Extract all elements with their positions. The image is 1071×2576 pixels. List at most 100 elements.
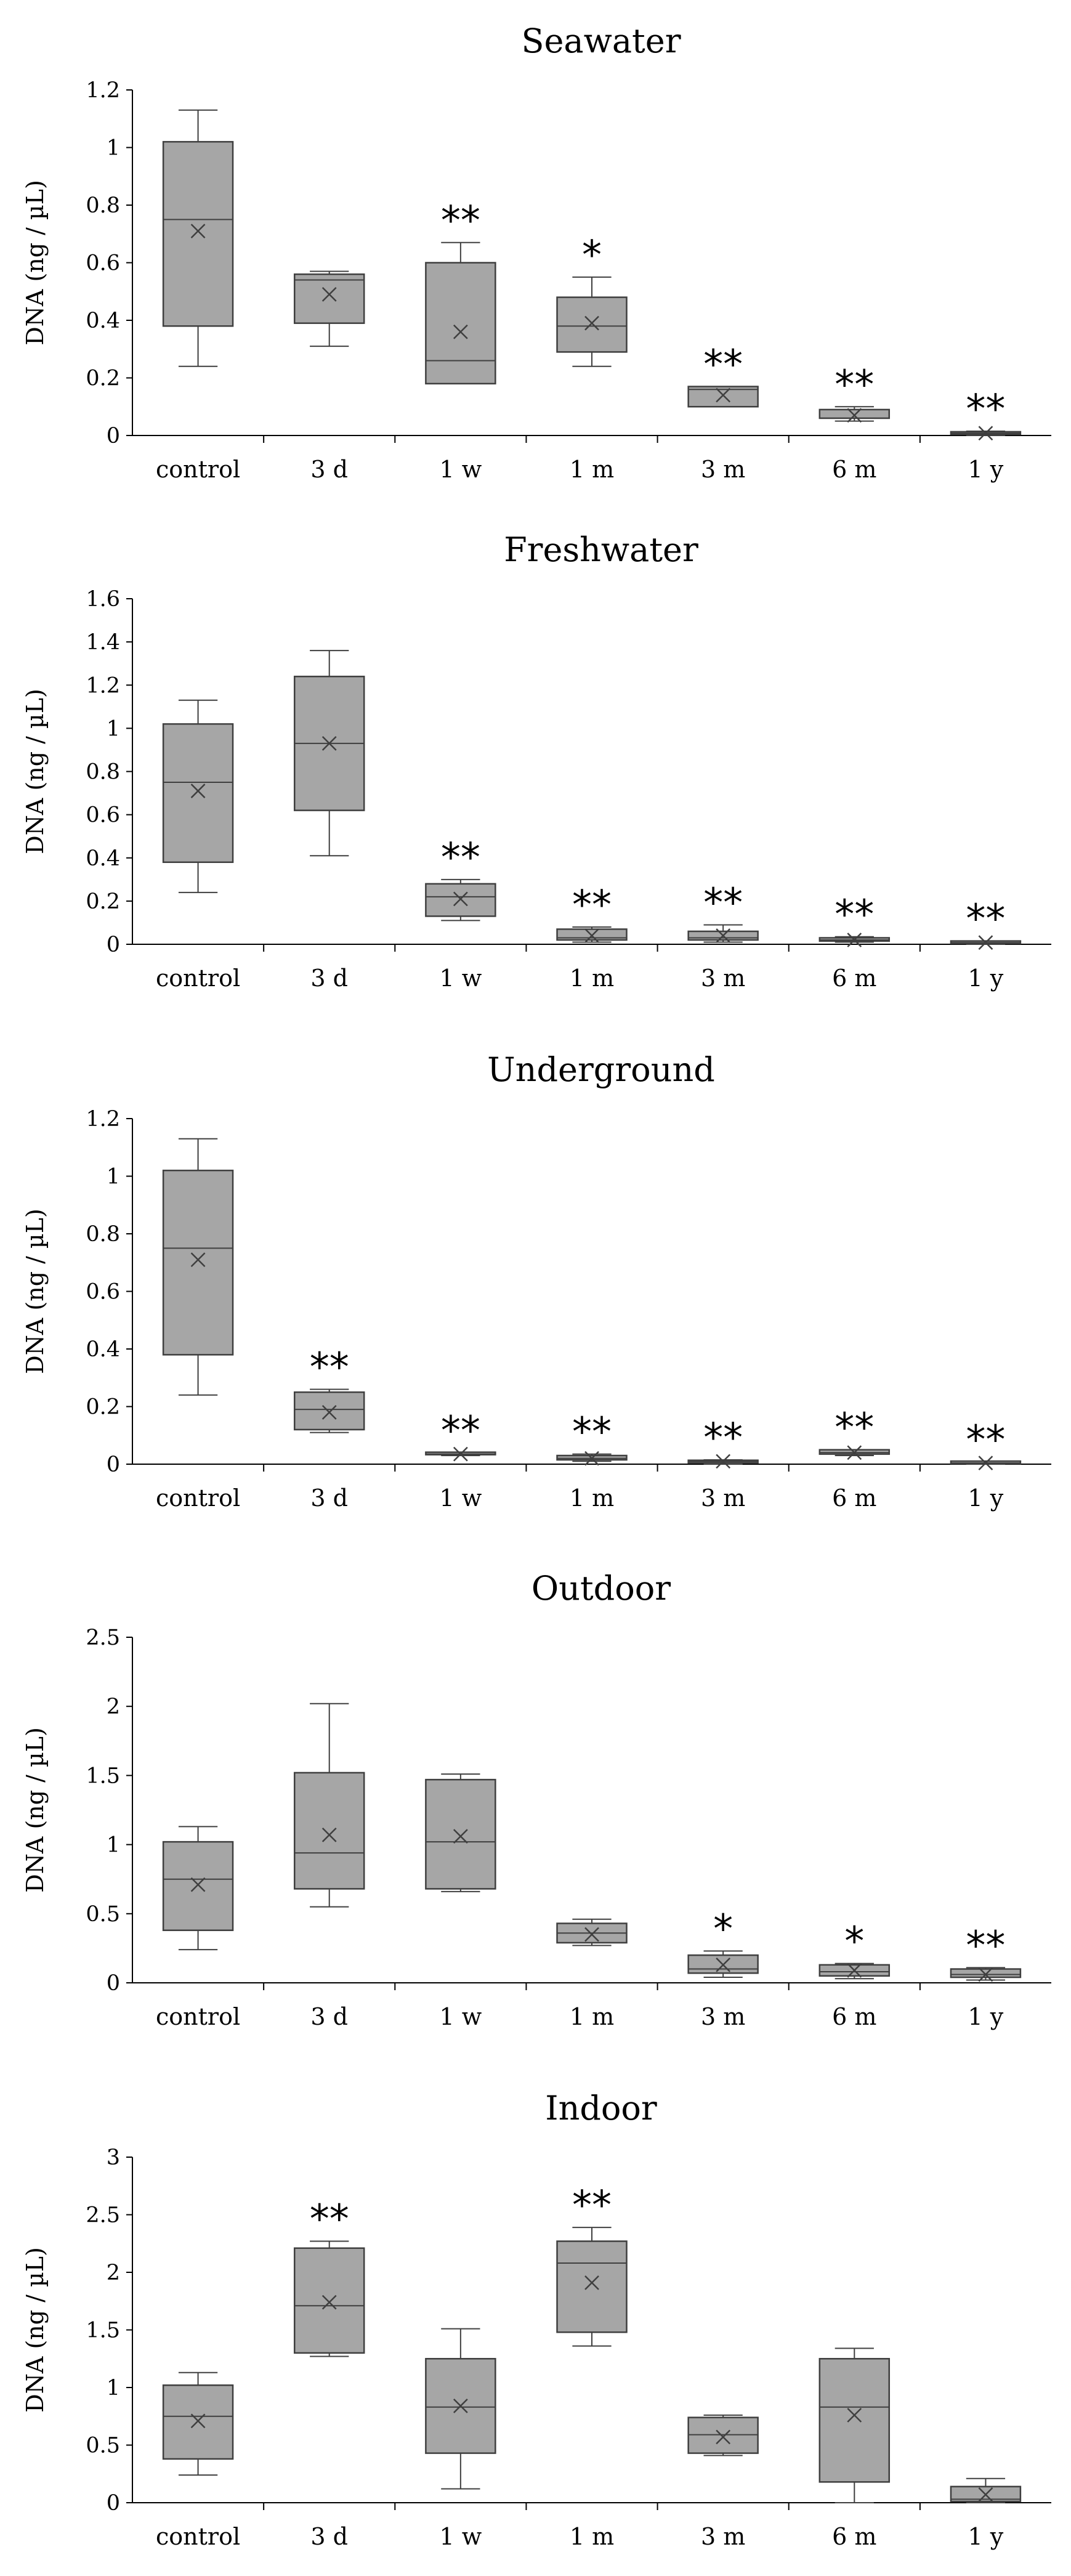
x-tick-label: 1 w xyxy=(439,2523,482,2550)
y-axis-label: DNA (ng / µL) xyxy=(22,1727,49,1893)
mean-marker xyxy=(978,1456,993,1471)
significance-label: ** xyxy=(441,198,480,244)
mean-marker xyxy=(190,2413,206,2429)
y-tick-label: 1 xyxy=(107,716,120,741)
iqr-box xyxy=(162,140,234,327)
box-1m: ** xyxy=(556,2183,628,2347)
y-axis-label: DNA (ng / µL) xyxy=(22,1209,49,1374)
y-tick-label: 0.8 xyxy=(86,760,120,785)
chart-title: Indoor xyxy=(545,2089,657,2128)
box-control xyxy=(162,1138,234,1396)
box-control xyxy=(162,109,234,367)
iqr-box xyxy=(293,1391,365,1431)
iqr-box xyxy=(425,262,496,385)
x-tick-label: 3 d xyxy=(310,2523,348,2550)
significance-label: ** xyxy=(310,2197,349,2243)
mean-marker xyxy=(321,1404,337,1420)
mean-marker xyxy=(716,1454,731,1469)
significance-label: * xyxy=(713,1906,733,1952)
x-tick-label: 1 m xyxy=(570,2523,614,2550)
significance-label: ** xyxy=(835,893,874,938)
box-3m: ** xyxy=(687,1416,759,1469)
iqr-box xyxy=(950,1968,1022,1979)
x-tick-label: 1 m xyxy=(570,456,614,483)
x-tick-label: 1 m xyxy=(570,1484,614,1512)
box-3m: ** xyxy=(687,342,759,408)
mean-marker xyxy=(321,736,337,751)
iqr-box xyxy=(162,1841,234,1931)
y-tick-label: 3 xyxy=(107,2145,120,2170)
mean-marker xyxy=(584,928,599,943)
mean-marker xyxy=(847,933,862,947)
mean-marker xyxy=(453,891,468,907)
y-tick-label: 0.4 xyxy=(86,309,120,333)
box-3d: ** xyxy=(293,1345,365,1433)
mean-marker xyxy=(847,1962,862,1978)
x-tick-label: 6 m xyxy=(832,965,876,992)
y-tick-label: 0.2 xyxy=(86,1395,120,1420)
iqr-box xyxy=(293,273,365,324)
y-tick-label: 0.5 xyxy=(86,2434,120,2458)
box-1w: ** xyxy=(425,1408,496,1462)
y-tick-label: 1.4 xyxy=(86,630,120,655)
mean-marker xyxy=(321,2295,337,2310)
mean-marker xyxy=(978,426,993,441)
y-tick-label: 1.5 xyxy=(86,1764,120,1788)
x-tick-label: 3 d xyxy=(310,1484,348,1512)
x-tick-label: control xyxy=(156,2523,240,2550)
box-control xyxy=(162,1826,234,1951)
box-6m: * xyxy=(818,1919,891,1980)
significance-label: ** xyxy=(703,342,743,388)
x-tick-label: 3 m xyxy=(701,456,745,483)
box-6m xyxy=(818,2347,891,2503)
chart-panel-underground: Underground DNA (ng / µL) 0 0.2 0.4 0.6 0.8 1 1.… xyxy=(22,1050,1051,1512)
box-6m: ** xyxy=(818,1406,891,1460)
y-tick-label: 1.6 xyxy=(86,587,120,612)
iqr-box xyxy=(818,2358,891,2483)
significance-label: ** xyxy=(966,387,1005,432)
y-tick-label: 0.4 xyxy=(86,1337,120,1362)
y-axis-label: DNA (ng / µL) xyxy=(22,689,49,854)
box-1m xyxy=(556,1918,628,1946)
y-tick-label: 1 xyxy=(107,1165,120,1189)
x-tick-label: 1 y xyxy=(968,2523,1004,2550)
x-tick-label: control xyxy=(156,1484,240,1512)
box-1w xyxy=(425,1773,496,1892)
chart-title: Seawater xyxy=(521,22,681,60)
x-tick-label: 6 m xyxy=(832,1484,876,1512)
y-tick-label: 0 xyxy=(107,1452,120,1477)
mean-marker xyxy=(190,784,206,798)
mean-marker xyxy=(321,287,337,302)
box-control xyxy=(162,2371,234,2476)
x-tick-label: 6 m xyxy=(832,2523,876,2550)
y-tick-label: 2.5 xyxy=(86,2203,120,2228)
box-1y: ** xyxy=(950,897,1022,950)
y-axis-label: DNA (ng / µL) xyxy=(22,2247,49,2413)
x-tick-label: 1 m xyxy=(570,2003,614,2030)
mean-marker xyxy=(716,387,731,403)
y-tick-label: 1 xyxy=(107,2376,120,2400)
y-tick-label: 0.6 xyxy=(86,1280,120,1305)
significance-label: ** xyxy=(966,1417,1005,1463)
chart-panel-outdoor: Outdoor DNA (ng / µL) 0 0.5 1 1.5 2 2.5 control 3… xyxy=(22,1569,1051,2030)
x-tick-label: 3 d xyxy=(310,965,348,992)
chart-panel-freshwater: Freshwater DNA (ng / µL) 0 0.2 0.4 0.6 0.8 1 1.2… xyxy=(22,530,1051,992)
iqr-box xyxy=(556,296,628,353)
significance-label: ** xyxy=(572,2183,612,2229)
x-tick-label: 1 w xyxy=(439,456,482,483)
y-tick-label: 0.5 xyxy=(86,1902,120,1927)
box-1y: ** xyxy=(950,387,1022,441)
chart-title: Underground xyxy=(487,1050,715,1089)
box-3d xyxy=(293,650,365,857)
chart-panel-seawater: Seawater DNA (ng / µL) 0 0.2 0.4 0.6 0.8 1 1.2 co… xyxy=(22,22,1051,483)
y-tick-label: 0.6 xyxy=(86,251,120,276)
box-1m: * xyxy=(556,233,628,367)
significance-label: ** xyxy=(966,1923,1005,1969)
mean-marker xyxy=(716,1957,731,1972)
iqr-box xyxy=(425,883,496,917)
mean-marker xyxy=(847,1445,862,1460)
x-tick-label: 1 y xyxy=(968,2003,1004,2030)
x-tick-label: 1 y xyxy=(968,1484,1004,1512)
